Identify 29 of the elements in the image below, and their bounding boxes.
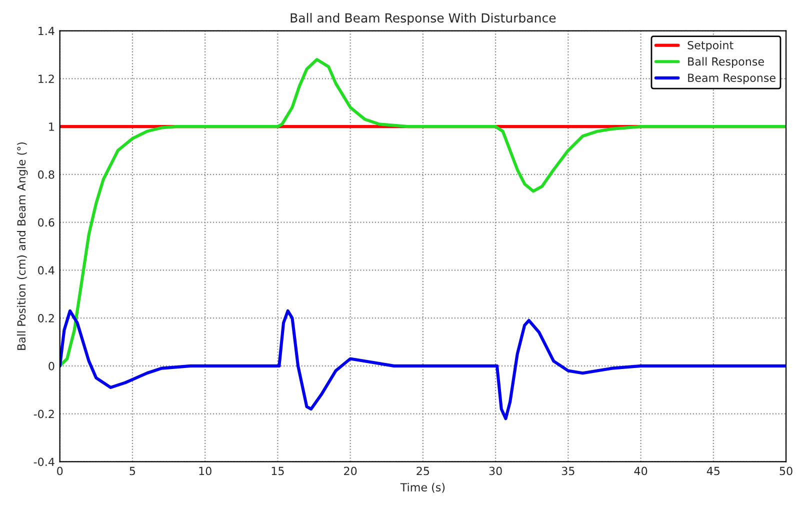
- x-tick-label: 15: [272, 466, 284, 476]
- legend-label: Ball Response: [688, 57, 764, 68]
- x-tick-label: 35: [562, 466, 574, 476]
- legend-label: Setpoint: [688, 40, 734, 52]
- y-tick-label: -0.4: [34, 458, 54, 466]
- y-tick-label: 1.4: [38, 26, 54, 35]
- chart-title: Ball and Beam Response With Disturbance: [290, 12, 556, 26]
- x-tick-label: 20: [344, 466, 357, 476]
- line-series: [60, 309, 786, 420]
- x-tick-label: 5: [130, 466, 136, 476]
- x-tick-label: 40: [634, 466, 648, 476]
- x-tick-label: 0: [57, 466, 63, 476]
- legend-label: Beam Response: [688, 74, 776, 84]
- y-tick-label: 0: [48, 362, 54, 370]
- y-tick-label: 0.2: [38, 314, 54, 322]
- x-tick-label: 30: [489, 466, 502, 476]
- y-axis-title: Ball Position (cm) and Beam Angle (°): [17, 142, 28, 350]
- x-tick-label: 25: [416, 466, 430, 476]
- y-tick-label: 0.4: [38, 266, 54, 275]
- line-series: [60, 58, 786, 368]
- y-tick-label: 1.2: [38, 74, 54, 83]
- x-tick-label: 50: [780, 466, 792, 476]
- y-tick-label: -0.2: [34, 410, 54, 418]
- x-tick-label: 10: [199, 466, 212, 476]
- x-axis-title: Time (s): [400, 482, 445, 493]
- y-tick-label: 0.6: [38, 218, 54, 227]
- y-tick-label: 0.8: [38, 170, 54, 179]
- y-tick-label: 1: [49, 122, 54, 131]
- x-tick-label: 45: [706, 466, 720, 476]
